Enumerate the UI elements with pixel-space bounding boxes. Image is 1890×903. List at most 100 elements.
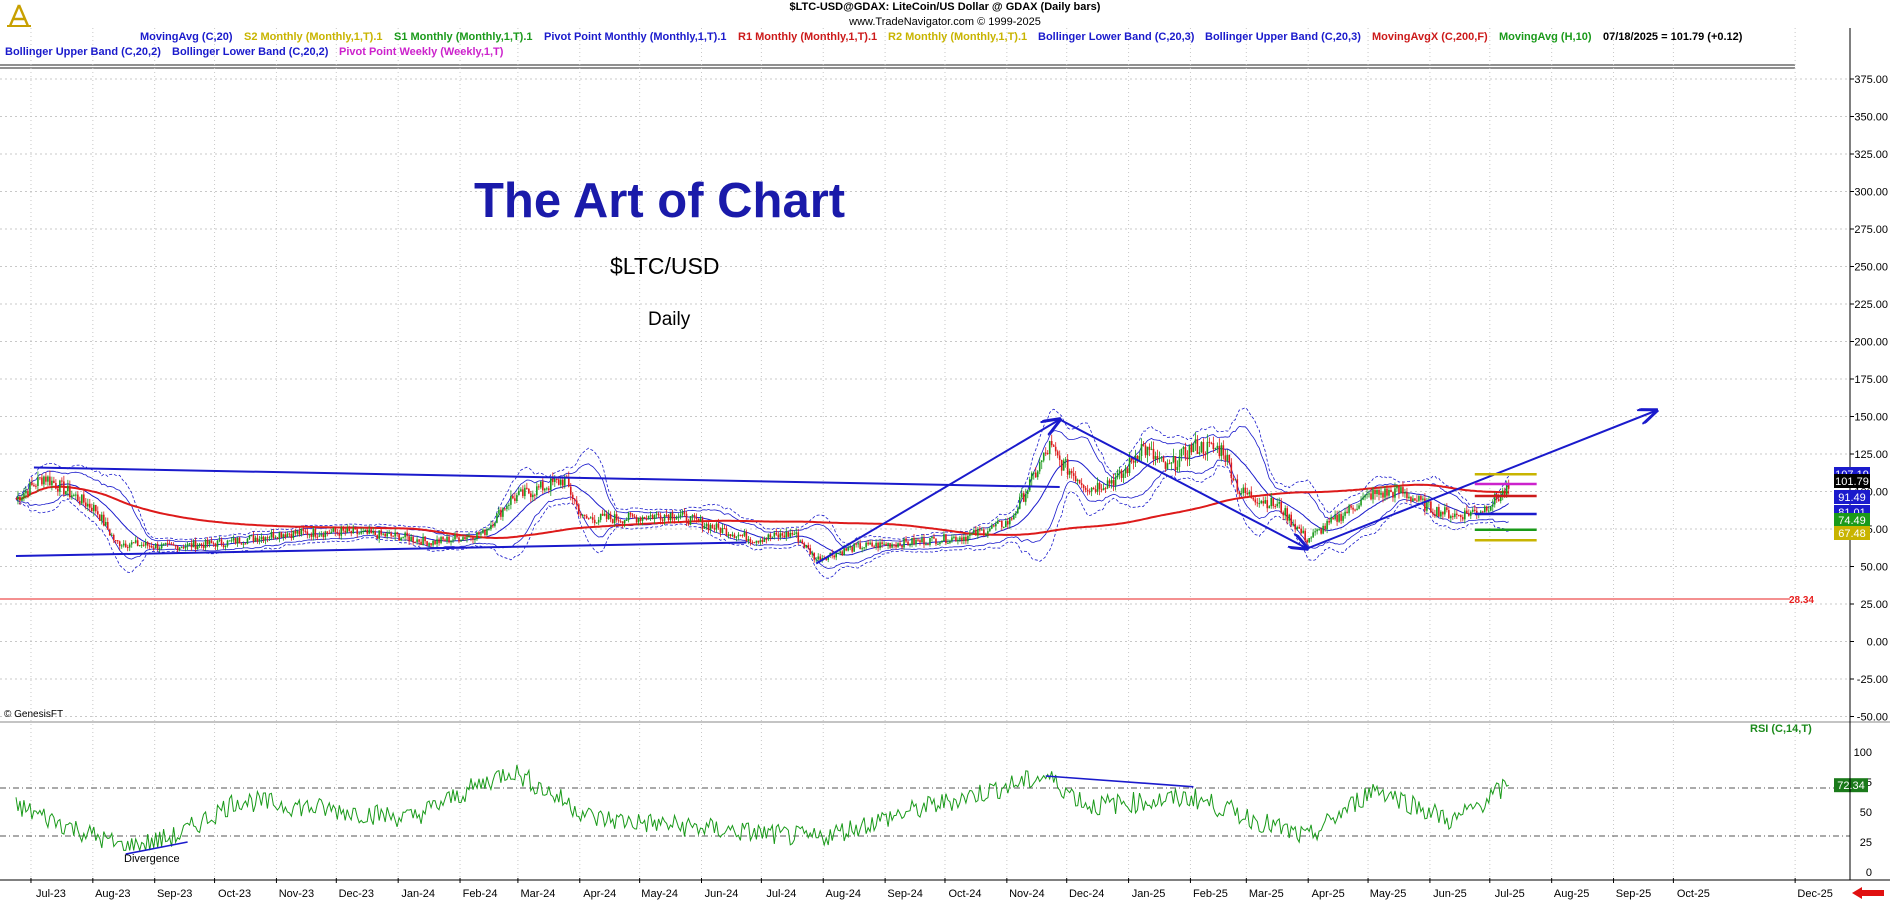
candle-body [795, 532, 798, 534]
candle-body [1346, 511, 1348, 514]
candle-body [41, 477, 43, 485]
x-tick-label: Mar-24 [520, 888, 555, 900]
candle-body [1362, 497, 1364, 500]
candle-body [769, 534, 772, 538]
candle-body [390, 532, 392, 536]
candle-body [27, 490, 29, 496]
candle-body [89, 503, 91, 508]
candle-body [478, 532, 480, 535]
candle-body [1062, 460, 1065, 471]
candle-body [865, 542, 867, 548]
candle-body [559, 479, 562, 485]
rsi-divergence-line [125, 841, 188, 855]
candle-body [653, 514, 656, 520]
candle-body [366, 529, 369, 534]
candle-body [1316, 529, 1318, 532]
candle-body [1246, 493, 1249, 495]
candle-body [482, 529, 484, 534]
candle-body [899, 543, 901, 546]
candle-body [765, 538, 768, 540]
candle-body [504, 508, 506, 510]
candle-body [358, 533, 361, 535]
candle-body [35, 485, 37, 487]
candle-body [408, 536, 410, 542]
candle-body [224, 545, 227, 548]
candle-body [146, 542, 149, 546]
candle-body [569, 486, 572, 495]
candle-body [1370, 493, 1372, 500]
candle-body [695, 517, 698, 520]
bollinger-lower-2 [15, 459, 1509, 569]
candle-body [502, 508, 504, 517]
candle-body [142, 544, 145, 546]
rsi-panel: 100755025072.34 [0, 747, 1872, 879]
x-tick-label: Feb-25 [1193, 888, 1228, 900]
candle-body [480, 533, 482, 535]
chart-header-title: $LTC-USD@GDAX: LiteCoin/US Dollar @ GDAX… [789, 1, 1101, 13]
candle-body [1428, 501, 1430, 503]
candle-body [284, 534, 287, 538]
candle-body [883, 543, 885, 545]
candle-body [1396, 486, 1398, 489]
candle-body [212, 542, 215, 544]
candle-body [657, 513, 660, 516]
candle-body [1270, 497, 1273, 507]
candle-body [404, 532, 406, 538]
candle-body [350, 530, 353, 534]
candle-body [1026, 490, 1029, 494]
candle-body [1499, 495, 1502, 501]
candle-body [402, 537, 404, 539]
candle-body [887, 543, 889, 546]
candle-body [741, 534, 744, 536]
candle-body [206, 539, 209, 545]
grid [0, 28, 1850, 878]
candle-body [362, 530, 365, 532]
candle-body [1322, 525, 1324, 534]
legend_row1-item: S1 Monthly (Monthly,1,T).1 [394, 31, 533, 43]
candle-body [941, 540, 943, 543]
candle-body [300, 528, 303, 535]
candle-body [781, 533, 784, 536]
x-tick-label: Jul-23 [36, 888, 66, 900]
candle-body [490, 524, 492, 529]
candle-body [919, 540, 921, 543]
candle-body [71, 495, 73, 498]
y-tick-label: 250.00 [1854, 262, 1888, 274]
candle-body [540, 481, 542, 488]
candle-body [841, 551, 843, 556]
price-tag-value: 101.79 [1835, 476, 1869, 488]
candle-body [1458, 514, 1460, 516]
candle-body [1038, 462, 1041, 472]
candle-body [577, 504, 580, 515]
candle-body [152, 547, 155, 549]
candle-body [857, 543, 859, 545]
candle-body [144, 542, 147, 546]
candle-body [1410, 496, 1412, 502]
candle-body [100, 514, 103, 521]
candle-body [847, 547, 849, 551]
candle-body [989, 528, 991, 532]
candle-body [977, 529, 979, 536]
candle-body [891, 544, 893, 548]
candle-body [190, 543, 193, 548]
candle-body [1082, 485, 1085, 488]
candle-body [817, 556, 820, 560]
x-tick-label: Oct-23 [218, 888, 251, 900]
candle-body [859, 543, 861, 549]
candle-body [677, 516, 680, 518]
candle-body [1156, 456, 1159, 460]
candle-body [1306, 540, 1308, 543]
candle-body [334, 528, 337, 532]
rsi-line [15, 764, 1509, 853]
scroll-left-arrow-icon[interactable] [1850, 886, 1886, 900]
candle-body [923, 538, 925, 545]
price-tag-bg [1834, 513, 1870, 527]
candle-body [967, 535, 969, 542]
candle-body [1164, 462, 1167, 469]
candle-body [991, 525, 993, 529]
candle-body [294, 530, 297, 534]
candle-body [274, 537, 277, 539]
candle-body [286, 533, 289, 538]
candle-body [605, 513, 608, 520]
